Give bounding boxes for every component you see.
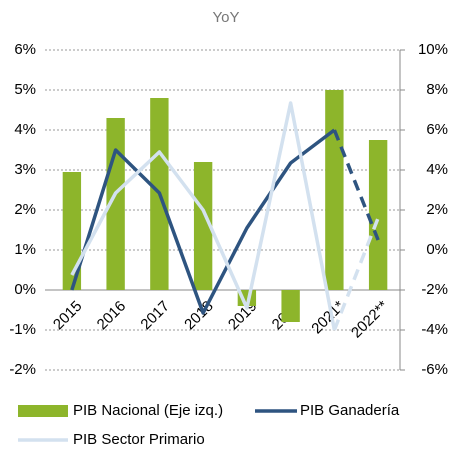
line: [70, 101, 337, 331]
bar: [325, 90, 344, 290]
y2-tick-label: 8%: [426, 81, 448, 98]
bar: [281, 290, 300, 322]
y-tick-label: 6%: [14, 41, 36, 58]
y2-tick-label: -2%: [421, 281, 448, 298]
line: [70, 128, 336, 315]
y2-tick-label: 6%: [426, 121, 448, 138]
y-tick-label: 2%: [14, 201, 36, 218]
x-tick-label: 2022**: [348, 298, 392, 342]
bar: [62, 172, 82, 290]
legend-label: PIB Ganadería: [300, 402, 400, 419]
y-tick-label: 0%: [14, 281, 36, 298]
legend-label: PIB Nacional (Eje izq.): [73, 402, 223, 419]
y2-tick-label: 10%: [418, 41, 448, 58]
line: [332, 129, 380, 241]
y-tick-label: 5%: [14, 81, 36, 98]
y2-tick-label: -6%: [421, 361, 448, 378]
bar: [193, 162, 213, 290]
y-tick-label: 1%: [14, 241, 36, 258]
x-tick-label: 2015: [50, 298, 86, 334]
legend-swatch: [18, 405, 68, 417]
x-tick-label: 2016: [94, 298, 130, 334]
legend-label: PIB Sector Primario: [73, 431, 205, 448]
y-tick-label: -1%: [9, 321, 36, 338]
x-tick-label: 2017: [137, 298, 173, 334]
line: [332, 217, 380, 331]
y2-tick-label: 4%: [426, 161, 448, 178]
y-tick-label: 3%: [14, 161, 36, 178]
y2-tick-label: 2%: [426, 201, 448, 218]
bar: [368, 140, 388, 290]
chart-title: YoY: [213, 9, 240, 26]
y2-tick-label: -4%: [421, 321, 448, 338]
y-tick-label: -2%: [9, 361, 36, 378]
y-tick-label: 4%: [14, 121, 36, 138]
y2-tick-label: 0%: [426, 241, 448, 258]
